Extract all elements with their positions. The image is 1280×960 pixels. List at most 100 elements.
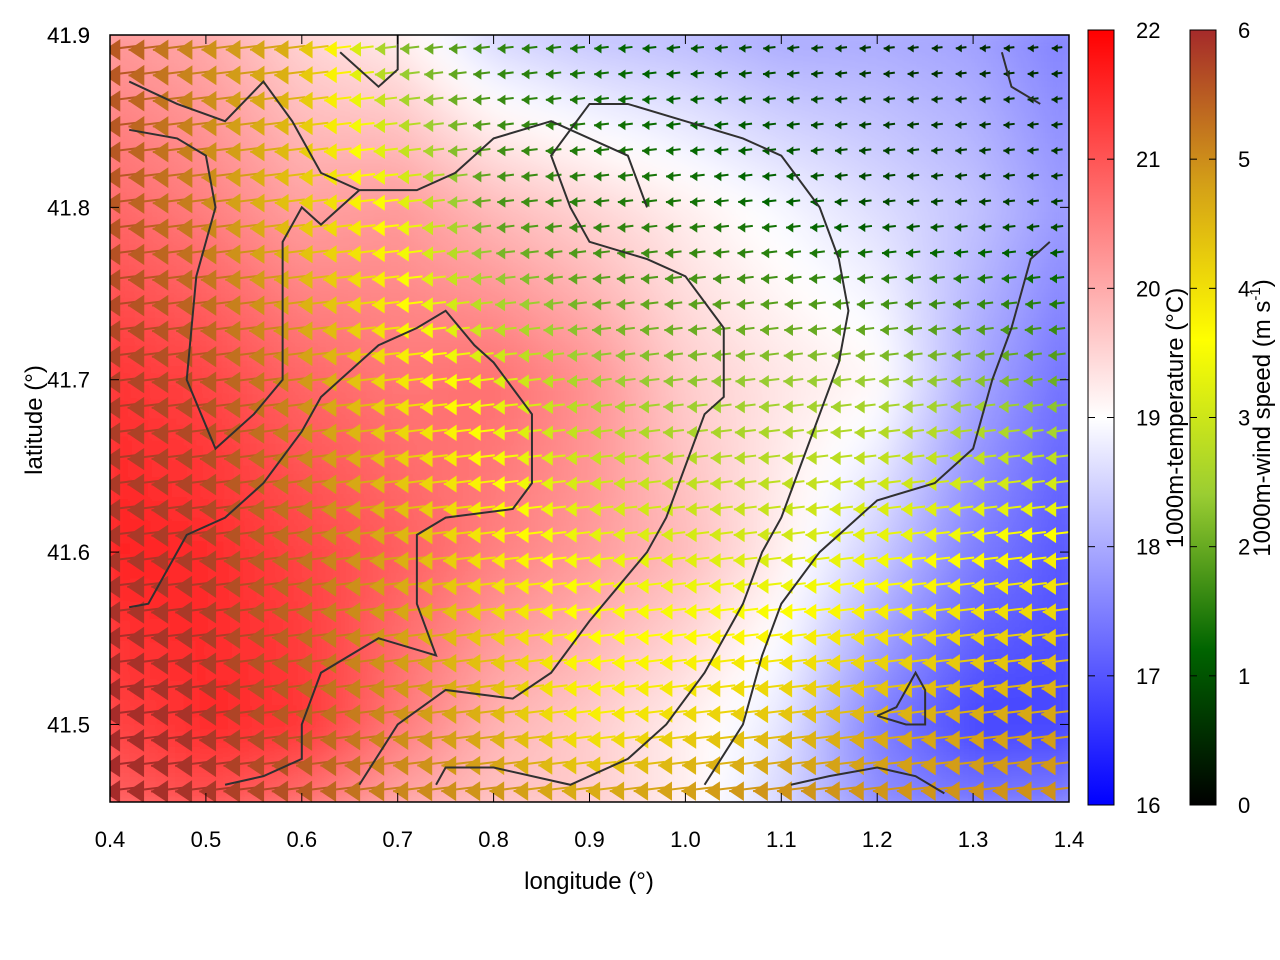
heatmap-cell — [789, 176, 811, 198]
wind-arrow — [513, 781, 546, 801]
wind-speed-title-end: ) — [1249, 279, 1276, 287]
heatmap-cell — [809, 257, 831, 279]
heatmap-cell — [909, 418, 931, 440]
wind-arrow — [323, 245, 353, 263]
wind-arrow — [970, 654, 1000, 673]
heatmap-cell — [629, 458, 651, 481]
wind-arrow — [921, 730, 954, 750]
wind-arrow — [951, 375, 972, 388]
heatmap-cell — [1009, 176, 1031, 198]
heatmap-cell — [789, 418, 811, 440]
wind-arrow — [952, 324, 970, 336]
heatmap-cell — [909, 75, 931, 97]
heatmap-cell — [909, 640, 931, 662]
heatmap-cell — [529, 135, 551, 158]
wind-arrow — [854, 451, 877, 466]
heatmap-cell — [889, 640, 911, 662]
wind-arrow — [346, 372, 377, 392]
heatmap-cell — [949, 35, 971, 37]
wind-arrow — [777, 755, 810, 776]
heatmap-cell — [969, 75, 991, 97]
wind-arrow — [947, 603, 976, 621]
wind-arrow — [569, 196, 586, 208]
wind-arrow — [492, 425, 519, 441]
heatmap-cell — [549, 277, 571, 299]
wind-arrow — [686, 451, 709, 465]
wind-arrow — [593, 171, 610, 182]
heatmap-cell — [809, 115, 831, 137]
wind-speed-title-unit-exponent: -1 — [1247, 287, 1264, 300]
wind-arrow — [320, 678, 356, 700]
wind-arrow — [834, 172, 848, 181]
heatmap-cell — [429, 357, 451, 380]
wind-arrow — [224, 295, 259, 316]
heatmap-cell — [369, 539, 391, 561]
heatmap-cell — [489, 35, 511, 37]
heatmap-cell — [869, 55, 891, 77]
wind-arrow — [928, 299, 946, 310]
heatmap-cell — [689, 802, 710, 823]
heatmap-cell — [189, 75, 211, 97]
wind-arrow — [250, 116, 282, 136]
heatmap-cell — [969, 236, 991, 259]
colorbar-tick-label: 4 — [1238, 276, 1250, 301]
wind-arrow — [564, 603, 591, 620]
heatmap-cell — [969, 135, 991, 158]
wind-arrow — [882, 223, 896, 233]
wind-arrow — [320, 627, 355, 649]
wind-arrow — [712, 298, 731, 311]
wind-arrow — [152, 192, 188, 214]
wind-arrow — [395, 373, 424, 391]
wind-arrow — [519, 298, 540, 312]
heatmap-cell — [809, 55, 831, 77]
wind-arrow — [810, 222, 825, 233]
wind-arrow — [1046, 425, 1068, 440]
wind-arrow — [1002, 248, 1017, 258]
heatmap-cell — [1049, 176, 1069, 198]
heatmap-cell — [1009, 216, 1031, 238]
heatmap-cell — [110, 378, 111, 400]
heatmap-cell — [469, 55, 491, 77]
wind-arrow — [686, 476, 709, 491]
wind-arrow — [541, 450, 566, 466]
heatmap-cell — [669, 802, 690, 823]
heatmap-cell — [909, 156, 931, 178]
heatmap-cell — [429, 75, 451, 97]
wind-arrow — [955, 70, 967, 79]
heatmap-cell — [669, 438, 691, 460]
wind-arrow — [1051, 121, 1063, 130]
wind-arrow — [998, 400, 1020, 414]
heatmap-cell — [609, 196, 631, 218]
wind-arrow — [418, 577, 449, 596]
wind-arrow — [952, 299, 970, 310]
wind-arrow — [472, 94, 491, 106]
wind-arrow — [877, 451, 901, 466]
wind-arrow — [947, 552, 975, 569]
wind-arrow — [613, 527, 638, 543]
wind-arrow — [642, 44, 657, 54]
wind-arrow — [897, 730, 930, 750]
heatmap-cell — [669, 660, 691, 682]
wind-arrow — [1020, 501, 1046, 518]
heatmap-cell — [289, 176, 311, 198]
wind-arrow — [540, 527, 567, 543]
wind-arrow — [248, 525, 284, 547]
wind-arrow — [368, 781, 403, 802]
heatmap-cell — [170, 802, 191, 823]
wind-arrow — [613, 502, 638, 517]
heatmap-cell — [210, 802, 231, 823]
heatmap-cell — [489, 35, 511, 57]
heatmap-cell — [649, 458, 671, 481]
wind-arrow — [994, 654, 1025, 673]
wind-arrow — [802, 679, 832, 698]
wind-arrow — [800, 781, 834, 802]
heatmap-cell — [929, 115, 951, 137]
heatmap-cell — [249, 458, 271, 481]
wind-arrow — [371, 296, 400, 314]
wind-arrow — [1027, 69, 1039, 78]
heatmap-cell — [949, 378, 971, 400]
wind-arrow — [753, 755, 786, 776]
heatmap-cell — [309, 216, 331, 238]
heatmap-cell — [1029, 600, 1051, 622]
wind-arrow — [248, 371, 284, 393]
